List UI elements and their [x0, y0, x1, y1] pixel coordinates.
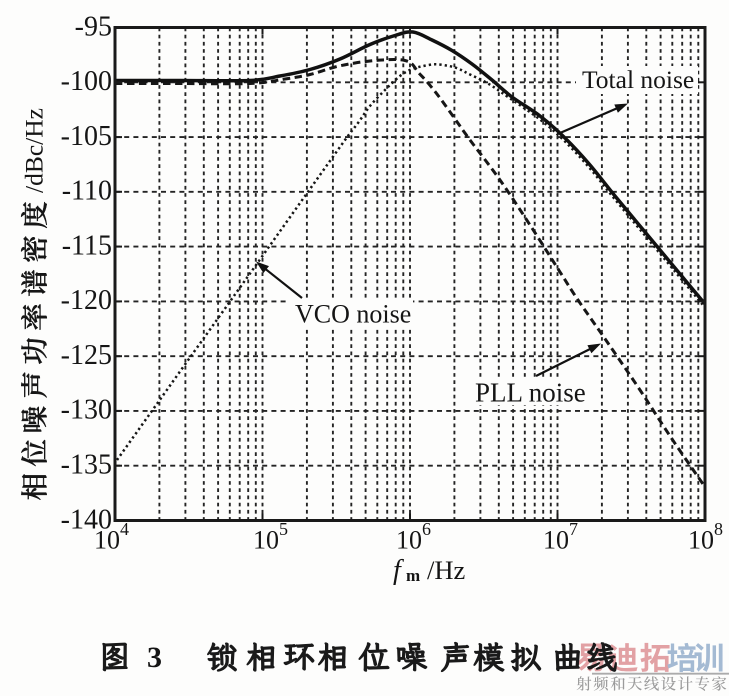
svg-text:-125: -125 — [61, 340, 112, 371]
svg-text:/dBc/Hz: /dBc/Hz — [20, 108, 49, 193]
svg-text:-120: -120 — [61, 285, 112, 316]
svg-text:-140: -140 — [61, 504, 112, 535]
svg-text:PLL noise: PLL noise — [475, 378, 586, 408]
svg-text:/Hz: /Hz — [427, 555, 466, 585]
svg-text:f: f — [393, 555, 404, 586]
svg-text:m: m — [406, 566, 420, 585]
svg-text:VCO noise: VCO noise — [295, 300, 411, 329]
svg-text:-100: -100 — [61, 66, 112, 97]
svg-text:-130: -130 — [61, 395, 112, 426]
svg-text:-115: -115 — [62, 230, 112, 261]
svg-text:-105: -105 — [61, 121, 112, 152]
svg-text:Total noise: Total noise — [582, 65, 694, 94]
svg-text:-135: -135 — [61, 450, 112, 481]
svg-text:104: 104 — [94, 519, 129, 555]
svg-text:-110: -110 — [62, 176, 112, 207]
svg-text:-95: -95 — [75, 11, 112, 42]
svg-text:3: 3 — [147, 641, 162, 674]
